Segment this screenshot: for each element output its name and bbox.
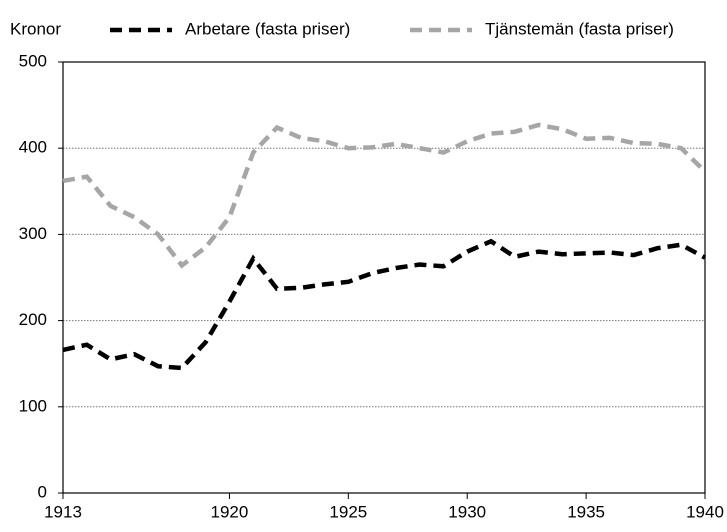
series-line: [62, 238, 707, 371]
series-line: [62, 122, 707, 269]
legend-label: Arbetare (fasta priser): [185, 19, 350, 38]
y-tick-label: 200: [19, 310, 47, 329]
y-tick-label: 300: [19, 224, 47, 243]
x-tick-label: 1930: [448, 502, 486, 521]
x-tick-label: 1935: [567, 502, 605, 521]
x-tick-label: 1925: [329, 502, 367, 521]
y-tick-label: 400: [19, 138, 47, 157]
x-tick-label: 1913: [44, 502, 82, 521]
x-tick-label: 1940: [686, 502, 724, 521]
y-tick-label: 100: [19, 396, 47, 415]
y-tick-label: 0: [38, 482, 47, 501]
plot-frame: [62, 61, 706, 494]
y-axis-label: Kronor: [10, 19, 61, 38]
legend-label: Tjänstemän (fasta priser): [485, 19, 674, 38]
x-tick-label: 1920: [211, 502, 249, 521]
y-tick-label: 500: [19, 51, 47, 70]
